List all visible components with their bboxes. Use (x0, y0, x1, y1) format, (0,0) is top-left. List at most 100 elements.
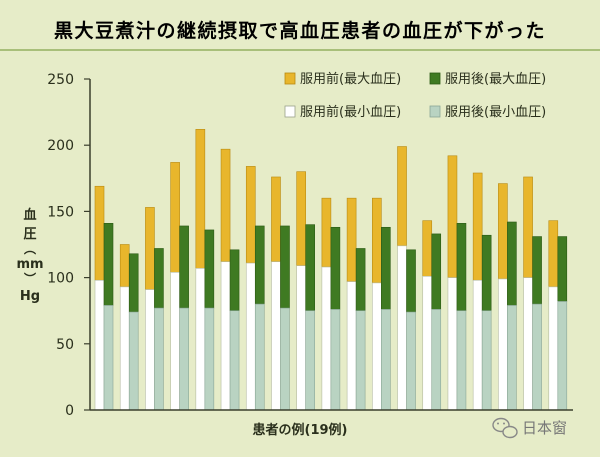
bar-after-max (103, 223, 114, 306)
bar-before-max (397, 146, 407, 247)
bar-before-min (472, 279, 483, 411)
bar-before-max (170, 162, 180, 273)
bar-after-max (179, 225, 189, 309)
bar-before-max (472, 172, 483, 281)
bar-after-min (128, 311, 139, 411)
wechat-icon (492, 417, 518, 439)
watermark-text: 日本窗 (522, 419, 567, 437)
legend-swatch (429, 105, 441, 118)
bar-before-max (447, 155, 458, 278)
legend-label: 服用後(最小血圧) (445, 105, 546, 120)
bar-after-min (355, 310, 366, 411)
bar-before-min (523, 277, 533, 411)
bar-before-min (145, 289, 155, 411)
bar-before-min (447, 277, 458, 411)
bar-after-min (204, 307, 215, 411)
bar-after-min (456, 310, 467, 411)
bar-before-min (195, 268, 206, 411)
bar-after-max (406, 249, 416, 313)
bar-after-min (154, 307, 164, 411)
bar-before-min (422, 275, 433, 411)
bar-before-max (548, 220, 559, 288)
bar-before-max (271, 176, 281, 263)
bar-before-min (119, 286, 130, 411)
bar-before-max (372, 197, 382, 284)
legend-swatch (284, 72, 296, 85)
bar-before-max (523, 176, 533, 278)
y-axis-label-part: ︵ (23, 242, 37, 256)
bar-after-max (557, 236, 568, 302)
bar-before-max (245, 166, 256, 264)
y-tick-label: 50 (56, 337, 74, 353)
bar-after-min (305, 310, 315, 411)
bar-after-max (481, 234, 492, 311)
y-tick-label: 200 (47, 138, 74, 154)
legend-swatch (429, 72, 441, 85)
bar-after-max (254, 225, 265, 305)
bar-after-max (355, 248, 366, 312)
bar-before-max (94, 185, 105, 281)
y-axis-label-part: ︶ (23, 271, 37, 286)
chart-bars (94, 129, 568, 411)
bar-after-min (330, 309, 341, 411)
bar-before-min (498, 278, 508, 411)
y-axis-ticks: 0 50 100 150 200 250 (47, 72, 90, 419)
bar-before-max (119, 244, 130, 288)
bar-after-max (204, 229, 215, 309)
bar-after-min (280, 307, 290, 411)
y-tick-label: 150 (47, 204, 74, 220)
bar-after-min (532, 303, 542, 411)
bar-before-max (220, 148, 231, 263)
y-axis-label-part: 圧 (23, 227, 36, 242)
bar-before-min (548, 286, 559, 411)
x-axis-label: 患者の例(19例) (253, 422, 348, 438)
y-tick-label: 0 (65, 403, 74, 419)
bar-after-max (532, 236, 542, 305)
bar-before-min (296, 265, 306, 411)
bar-after-max (507, 221, 517, 306)
bar-before-max (145, 207, 155, 290)
legend-swatch (284, 105, 296, 118)
bar-after-max (128, 253, 139, 313)
y-axis-label-part: Hg (20, 289, 40, 304)
bar-after-min (481, 310, 492, 411)
bar-before-min (220, 261, 231, 411)
bar-after-min (103, 305, 114, 411)
bar-before-max (498, 183, 508, 280)
bar-after-max (431, 233, 442, 310)
bar-after-max (154, 248, 164, 309)
bar-after-max (229, 249, 240, 312)
legend-label: 服用後(最大血圧) (445, 72, 546, 87)
bar-after-min (406, 311, 416, 411)
bar-after-max (305, 224, 315, 311)
bar-after-max (381, 226, 391, 310)
bar-after-min (507, 305, 517, 411)
bar-after-max (280, 225, 290, 309)
chart-legend: 服用前(最大血圧) 服用後(最大血圧) 服用前(最小血圧) 服用後(最小血圧) (284, 71, 546, 120)
chart-title: 黒大豆煮汁の継続摂取で高血圧患者の血圧が下がった (54, 19, 546, 42)
legend-label: 服用前(最小血圧) (300, 104, 401, 120)
bar-before-min (321, 266, 332, 411)
bar-before-min (94, 279, 105, 411)
bar-after-max (456, 223, 467, 311)
bar-after-max (330, 226, 341, 310)
bar-after-min (557, 301, 568, 411)
bar-before-max (321, 197, 332, 268)
bar-after-min (381, 309, 391, 411)
y-axis-label-part: mm (16, 257, 43, 272)
bar-before-min (397, 245, 407, 411)
y-axis-label: 血圧︵mm︶ Hg (16, 207, 43, 304)
bar-before-min (346, 281, 357, 411)
bar-after-min (431, 309, 442, 411)
bar-after-min (179, 307, 189, 411)
bar-before-min (372, 282, 382, 411)
bar-after-min (229, 310, 240, 411)
y-tick-label: 250 (47, 72, 74, 88)
bar-before-max (296, 171, 306, 266)
bar-before-max (195, 129, 206, 269)
bar-before-max (346, 197, 357, 282)
bar-before-min (271, 261, 281, 411)
legend-label: 服用前(最大血圧) (300, 71, 401, 87)
bar-before-min (170, 272, 180, 411)
